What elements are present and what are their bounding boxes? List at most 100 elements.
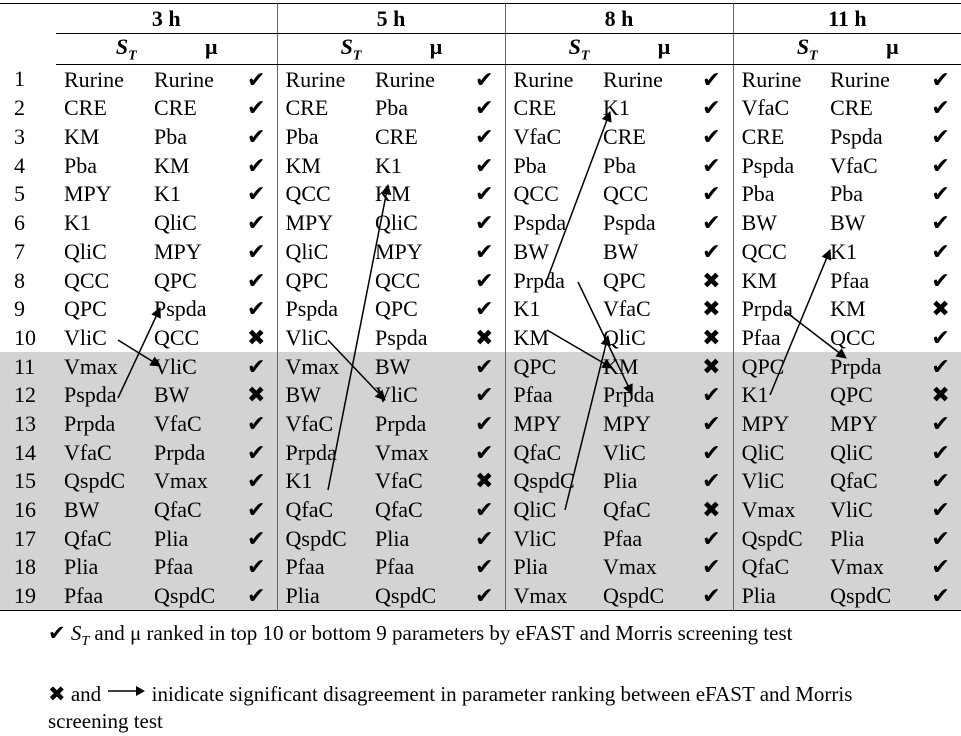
mu-cell: QfaC: [149, 495, 236, 525]
mu-header: μ: [886, 34, 899, 59]
st-cell: QspdC: [732, 524, 826, 554]
agreement-mark: ✔: [702, 95, 721, 121]
st-cell: Pspda: [732, 151, 826, 181]
mu-cell: K1: [603, 95, 630, 121]
rank-number: 19: [0, 581, 56, 612]
st-cell: Pfaa: [56, 581, 149, 612]
rank-number: 9: [14, 296, 25, 322]
agreement-mark: ✔: [931, 210, 950, 236]
mu-cell: QspdC: [825, 581, 921, 612]
agreement-mark: ✔: [475, 152, 494, 178]
st-cell: Plia: [276, 581, 370, 612]
st-cell: MPY: [732, 409, 826, 439]
st-cell: VliC: [732, 467, 826, 496]
st-cell: QliC: [64, 238, 107, 264]
st-header: ST: [340, 34, 362, 64]
rank-number: 3: [14, 124, 25, 150]
agreement-mark: ✔: [247, 181, 266, 207]
st-cell: QPC: [732, 352, 826, 381]
st-cell: Prpda: [276, 438, 370, 468]
st-cell: Plia: [56, 553, 149, 582]
mu-cell: K1: [154, 181, 181, 207]
mu-cell: MPY: [598, 409, 691, 439]
agreement-mark: ✖: [475, 324, 494, 350]
st-cell: MPY: [504, 409, 599, 439]
st-cell: CRE: [732, 122, 826, 152]
agreement-mark: ✔: [690, 438, 734, 468]
rank-number: 8: [14, 267, 25, 293]
agreement-mark: ✖: [920, 380, 961, 410]
mu-cell: KM: [154, 152, 190, 178]
agreement-mark: ✖: [247, 324, 266, 350]
footnote-check-text: and μ ranked in top 10 or bottom 9 param…: [89, 621, 793, 645]
agreement-mark: ✔: [475, 95, 494, 121]
st-cell: QfaC: [732, 553, 826, 582]
mu-cell: BW: [149, 380, 236, 410]
st-cell: Pfaa: [504, 380, 599, 410]
mu-cell: Pba: [603, 152, 637, 178]
mu-cell: CRE: [830, 95, 873, 121]
st-cell: Prpda: [56, 409, 149, 439]
st-cell: VfaC: [732, 94, 826, 123]
group-header-8h: 8 h: [504, 3, 734, 34]
mu-cell: Pfaa: [370, 553, 464, 582]
agreement-mark: ✔: [931, 181, 950, 207]
table-row: 17 QfaC Plia ✔ QspdC Plia ✔ VliC Pfaa ✔ QspdC Plia ✔: [0, 524, 961, 554]
mu-cell: QliC: [154, 210, 197, 236]
agreement-mark: ✔: [247, 296, 266, 322]
mu-cell: Pspda: [603, 210, 656, 236]
agreement-mark: ✔: [690, 524, 734, 554]
table-row: 13 Prpda VfaC ✔ VfaC Prpda ✔ MPY MPY ✔ MPY MPY ✔: [0, 409, 961, 439]
agreement-mark: ✔: [931, 95, 950, 121]
group-header-row: 3 h 5 h 8 h 11 h: [0, 3, 961, 34]
agreement-mark: ✔: [464, 352, 506, 381]
table-row: 4 Pba KM ✔ KM K1 ✔ Pba Pba ✔ Pspda VfaC ✔: [0, 151, 961, 181]
table-row: 6 K1 QliC ✔ MPY QliC ✔ Pspda Pspda ✔ BW BW ✔: [0, 208, 961, 238]
agreement-mark: ✔: [931, 124, 950, 150]
column-header-row: ST μ ST μ ST μ ST μ: [0, 33, 961, 66]
rank-number: 15: [0, 467, 56, 496]
table-row: 9 QPC Pspda ✔ Pspda QPC ✔ K1 VfaC ✖ Prpda KM ✖: [0, 294, 961, 324]
mu-cell: Vmax: [370, 438, 464, 468]
agreement-mark: ✖: [702, 324, 721, 350]
table-row: 7 QliC MPY ✔ QliC MPY ✔ BW BW ✔ QCC K1 ✔: [0, 237, 961, 267]
st-cell: Plia: [732, 581, 826, 612]
mu-cell: BW: [370, 352, 464, 381]
st-cell: Vmax: [732, 495, 826, 525]
mu-cell: QPC: [825, 380, 921, 410]
st-cell: QspdC: [276, 524, 370, 554]
agreement-mark: ✔: [247, 238, 266, 264]
agreement-mark: ✔: [690, 581, 734, 612]
rank-number: 4: [14, 152, 25, 178]
mu-cell: Plia: [149, 524, 236, 554]
table-row: 2 CRE CRE ✔ CRE Pba ✔ CRE K1 ✔ VfaC CRE ✔: [0, 94, 961, 123]
st-cell: Pba: [732, 180, 826, 209]
mu-cell: K1: [375, 152, 402, 178]
agreement-mark: ✔: [247, 95, 266, 121]
group-header-11h: 11 h: [732, 3, 961, 34]
mu-cell: CRE: [375, 124, 418, 150]
mu-cell: Vmax: [825, 553, 921, 582]
st-cell: QfaC: [504, 438, 599, 468]
st-cell: Pba: [64, 152, 97, 178]
st-cell: QCC: [504, 180, 599, 209]
mu-cell: QspdC: [149, 581, 236, 612]
mu-cell: KM: [830, 296, 866, 322]
agreement-mark: ✔: [920, 495, 961, 525]
footnote-check: ✔ ST and μ ranked in top 10 or bottom 9 …: [48, 620, 928, 655]
mu-cell: Prpda: [825, 352, 921, 381]
agreement-mark: ✔: [931, 238, 950, 264]
rank-number: 6: [14, 210, 25, 236]
agreement-mark: ✔: [464, 409, 506, 439]
agreement-mark: ✔: [920, 467, 961, 496]
rank-number: 12: [0, 380, 56, 410]
st-cell: Vmax: [504, 581, 599, 612]
st-cell: QliC: [504, 495, 599, 525]
st-cell: MPY: [64, 181, 112, 207]
mu-cell: VfaC: [830, 152, 878, 178]
st-cell: BW: [276, 380, 370, 410]
mu-cell: CRE: [154, 95, 197, 121]
mu-cell: Pfaa: [149, 553, 236, 582]
mu-cell: Rurine: [375, 66, 435, 92]
table-row: 16 BW QfaC ✔ QfaC QfaC ✔ QliC QfaC ✖ Vmax VliC ✔: [0, 495, 961, 525]
